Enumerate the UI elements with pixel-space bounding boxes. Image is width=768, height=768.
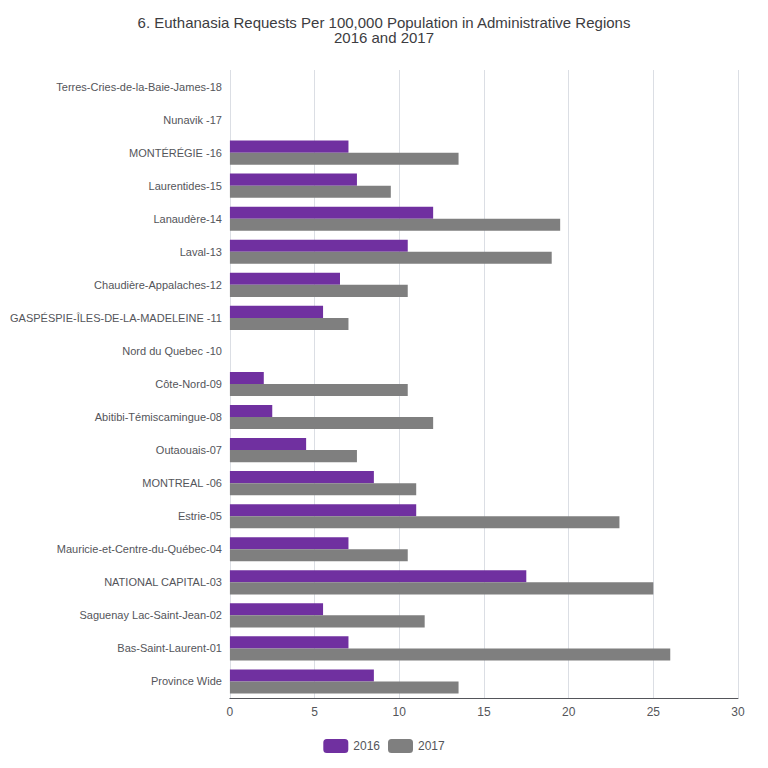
svg-text:MONTREAL -06: MONTREAL -06 bbox=[142, 477, 222, 489]
svg-text:Nord du Quebec -10: Nord du Quebec -10 bbox=[122, 345, 222, 357]
svg-text:Estrie-05: Estrie-05 bbox=[178, 510, 222, 522]
svg-text:MONTÉRÉGIE -16: MONTÉRÉGIE -16 bbox=[129, 147, 222, 159]
svg-text:Outaouais-07: Outaouais-07 bbox=[156, 444, 222, 456]
svg-text:Saguenay Lac-Saint-Jean-02: Saguenay Lac-Saint-Jean-02 bbox=[79, 609, 221, 621]
svg-text:GASPÉSPIE-ÎLES-DE-LA-MADELEINE: GASPÉSPIE-ÎLES-DE-LA-MADELEINE -11 bbox=[10, 312, 222, 324]
svg-text:30: 30 bbox=[731, 705, 745, 719]
svg-text:Chaudière-Appalaches-12: Chaudière-Appalaches-12 bbox=[94, 279, 222, 291]
svg-text:Bas-Saint-Laurent-01: Bas-Saint-Laurent-01 bbox=[117, 642, 222, 654]
svg-text:Nunavik -17: Nunavik -17 bbox=[163, 114, 222, 126]
svg-text:20: 20 bbox=[562, 705, 576, 719]
svg-text:Côte-Nord-09: Côte-Nord-09 bbox=[155, 378, 222, 390]
svg-text:Laval-13: Laval-13 bbox=[180, 246, 222, 258]
svg-text:Lanaudère-14: Lanaudère-14 bbox=[153, 213, 222, 225]
svg-text:2017: 2017 bbox=[418, 739, 445, 753]
svg-text:Mauricie-et-Centre-du-Québec-0: Mauricie-et-Centre-du-Québec-04 bbox=[57, 543, 222, 555]
svg-text:2016: 2016 bbox=[353, 739, 380, 753]
svg-text:5: 5 bbox=[311, 705, 318, 719]
svg-text:25: 25 bbox=[647, 705, 661, 719]
svg-text:15: 15 bbox=[477, 705, 491, 719]
svg-text:NATIONAL CAPITAL-03: NATIONAL CAPITAL-03 bbox=[104, 576, 222, 588]
svg-text:Province Wide: Province Wide bbox=[151, 675, 222, 687]
svg-text:Terres-Cries-de-la-Baie-James-: Terres-Cries-de-la-Baie-James-18 bbox=[56, 81, 222, 93]
svg-text:2016 and 2017: 2016 and 2017 bbox=[334, 29, 434, 46]
svg-text:6. Euthanasia Requests Per 100: 6. Euthanasia Requests Per 100,000 Popul… bbox=[137, 14, 631, 31]
svg-text:0: 0 bbox=[227, 705, 234, 719]
svg-text:Laurentides-15: Laurentides-15 bbox=[149, 180, 222, 192]
svg-text:Abitibi-Témiscamingue-08: Abitibi-Témiscamingue-08 bbox=[95, 411, 222, 423]
svg-text:10: 10 bbox=[393, 705, 407, 719]
